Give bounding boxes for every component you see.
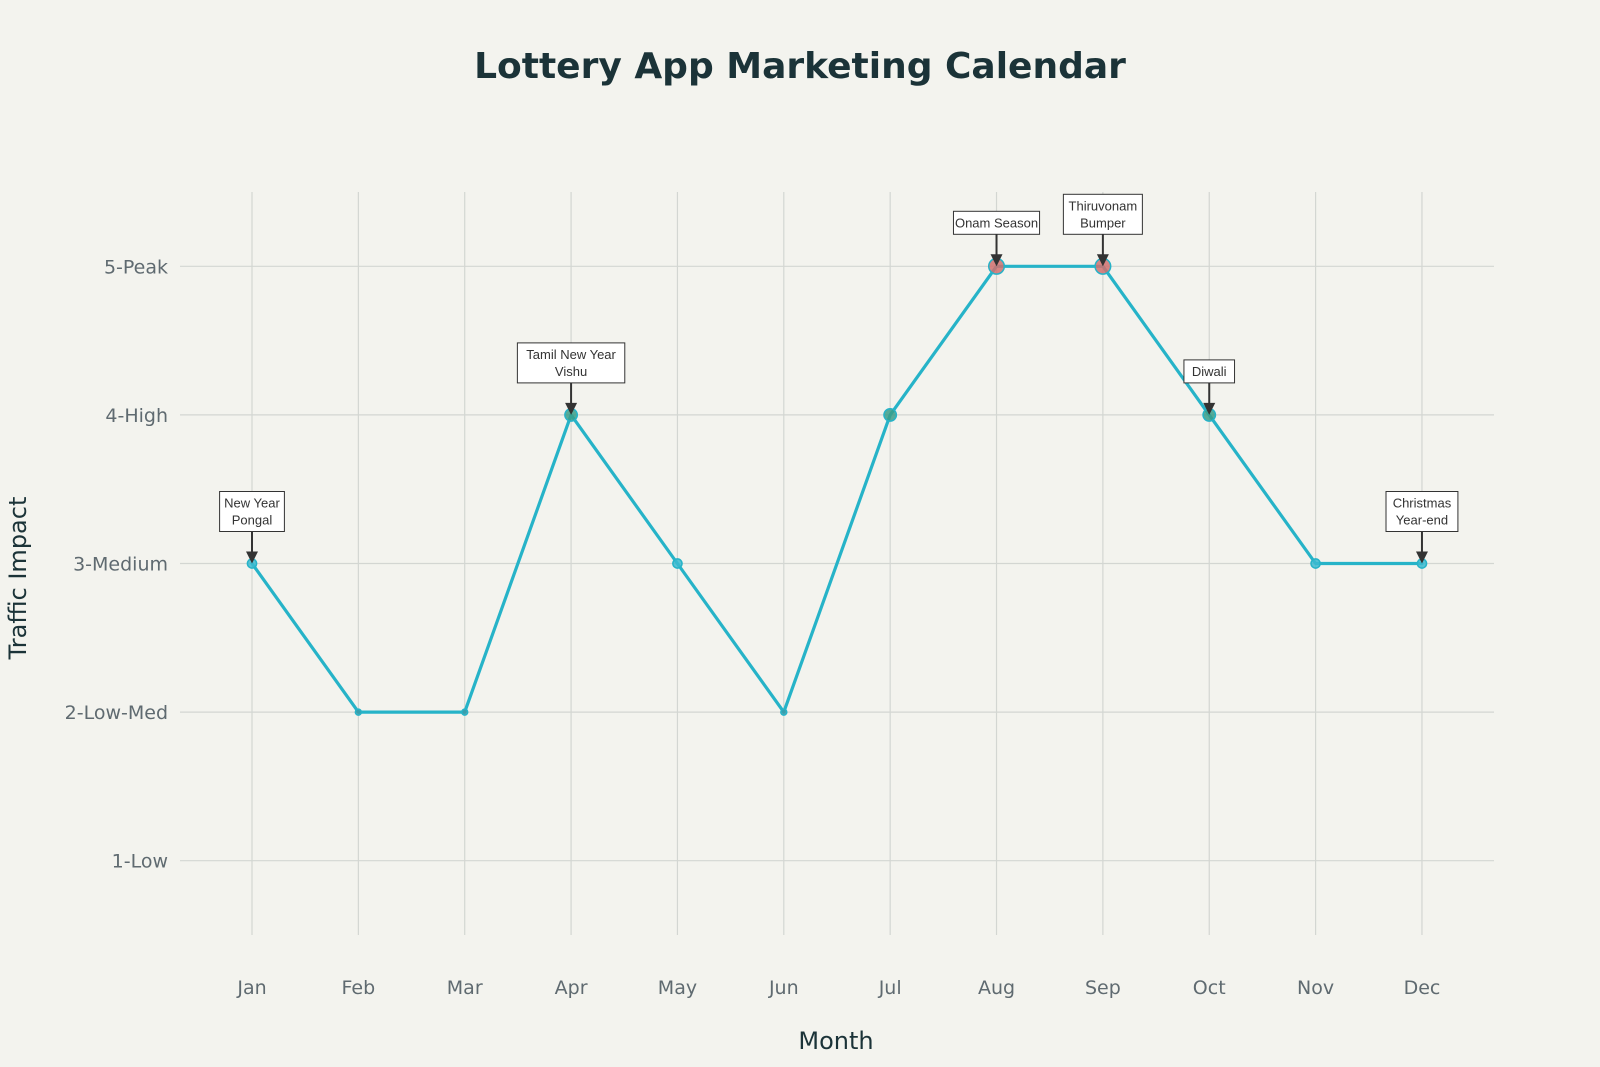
annotation-layer: New Year Pongal Tamil New Year Vishu Onam Se… — [219, 193, 1459, 564]
y-tick-label: 4-High — [105, 405, 168, 427]
grid — [180, 192, 1494, 935]
data-point — [1310, 558, 1321, 569]
x-tick-label: Dec — [1404, 977, 1441, 999]
annotation-label: Christmas — [1393, 496, 1452, 511]
data-point — [672, 558, 683, 569]
x-tick-label: Feb — [342, 977, 376, 999]
data-point — [780, 708, 788, 716]
x-tick-label: Aug — [978, 977, 1015, 999]
annotation-arrow-head — [1415, 551, 1428, 564]
y-tick-label: 5-Peak — [104, 256, 168, 278]
annotation: Thiruvonam Bumper — [1062, 193, 1143, 267]
x-tick-label: Mar — [447, 977, 483, 999]
y-tick-label: 1-Low — [112, 851, 168, 873]
data-point — [354, 708, 363, 716]
annotation-arrow-head — [1096, 254, 1109, 267]
annotation-box — [952, 210, 1041, 235]
chart-title: Lottery App Marketing Calendar — [474, 46, 1126, 87]
y-tick-label: 2-Low-Med — [65, 702, 168, 724]
x-tick-label: Apr — [555, 977, 588, 999]
annotation-label: New Year — [224, 496, 280, 511]
annotation-box — [1062, 193, 1143, 235]
y-axis-title: Traffic Impact — [4, 497, 32, 661]
annotation-box — [516, 342, 626, 384]
annotation-label: Vishu — [555, 364, 587, 379]
x-tick-label: May — [658, 977, 697, 999]
data-point — [883, 407, 898, 422]
annotation-box — [1385, 491, 1459, 532]
x-tick-label: Sep — [1085, 977, 1121, 999]
data-point — [460, 708, 469, 716]
y-tick-label: 3-Medium — [73, 554, 168, 576]
annotation-arrow-head — [990, 254, 1003, 267]
annotation: Onam Season — [952, 210, 1041, 267]
x-tick-label: Oct — [1193, 977, 1226, 999]
annotation-box — [219, 491, 285, 532]
x-axis-title: Month — [798, 1027, 873, 1055]
x-tick-label: Nov — [1297, 977, 1334, 999]
marker-layer — [246, 257, 1428, 716]
annotation-label: Pongal — [232, 513, 273, 528]
annotation: Christmas Year-end — [1385, 491, 1459, 564]
annotation-label: Onam Season — [955, 215, 1038, 230]
annotation-arrow-head — [1203, 402, 1216, 415]
annotation-arrow-head — [246, 551, 258, 564]
annotation: Diwali — [1183, 359, 1236, 415]
annotation-box — [1183, 359, 1236, 384]
annotation-arrow-head — [565, 402, 578, 415]
annotation-label: Year-end — [1396, 513, 1448, 528]
x-tick-label: Jan — [236, 977, 266, 999]
annotation-label: Diwali — [1192, 364, 1227, 379]
annotation-label: Tamil New Year — [526, 347, 616, 362]
x-tick-label: Jun — [768, 977, 799, 999]
tick-layer: Jan Feb Mar Apr May Jun Jul Aug Sep Oct Nov Dec 1-Lo… — [65, 256, 1441, 999]
annotation: Tamil New Year Vishu — [516, 342, 626, 415]
annotation: New Year Pongal — [219, 491, 285, 564]
annotation-label: Thiruvonam — [1069, 198, 1138, 213]
annotation-label: Bumper — [1080, 215, 1126, 230]
x-tick-label: Jul — [878, 977, 902, 999]
series-layer — [250, 264, 1424, 714]
series-line — [250, 264, 1424, 714]
